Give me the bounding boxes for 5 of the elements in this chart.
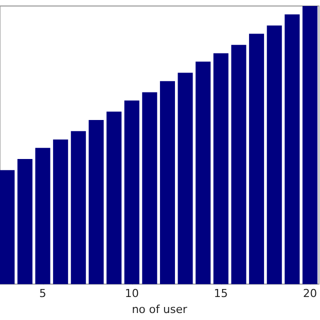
x-tick-label: 10 [124, 287, 139, 300]
x-axis-title: no of user [132, 303, 188, 316]
x-tick-label: 20 [303, 287, 317, 300]
x-tick-label: 15 [214, 287, 228, 300]
x-tick-label: 5 [39, 287, 46, 300]
